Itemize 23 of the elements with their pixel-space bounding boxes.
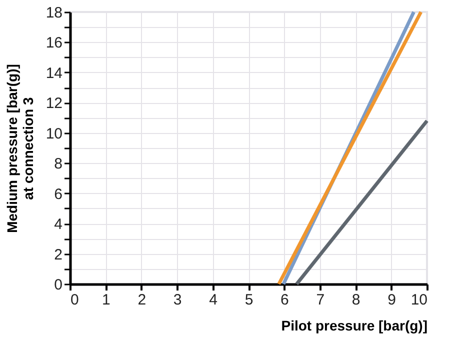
y-tick-label: 10 (46, 125, 62, 142)
y-tick-label: 4 (54, 216, 62, 234)
x-tick-label: 6 (280, 292, 289, 308)
x-tick-label: 8 (352, 292, 360, 308)
x-tick-label: 1 (102, 292, 110, 308)
y-axis-title: Medium pressure [bar(g)] at connection 3 (4, 64, 36, 233)
x-tick-label: 0 (70, 292, 79, 308)
x-tick-label: 4 (209, 292, 218, 308)
y-tick-label: 12 (46, 95, 62, 112)
x-tick-label: 2 (138, 292, 146, 308)
y-tick-label: 14 (46, 64, 62, 82)
x-tick-label: 10 (410, 292, 428, 308)
y-tick-label: 6 (54, 186, 62, 203)
x-tick-label: 9 (388, 292, 396, 308)
y-tick-label: 2 (54, 246, 62, 264)
x-tick-label: 5 (244, 292, 254, 308)
x-axis-title: Pilot pressure [bar(g)] (281, 318, 428, 334)
y-tick-label: 18 (46, 4, 62, 22)
y-tick-label: 0 (54, 276, 62, 294)
y-tick-label: 16 (46, 34, 62, 52)
x-tick-label: 7 (316, 292, 325, 308)
y-tick-label: 8 (54, 156, 62, 173)
x-tick-label: 3 (173, 292, 182, 308)
